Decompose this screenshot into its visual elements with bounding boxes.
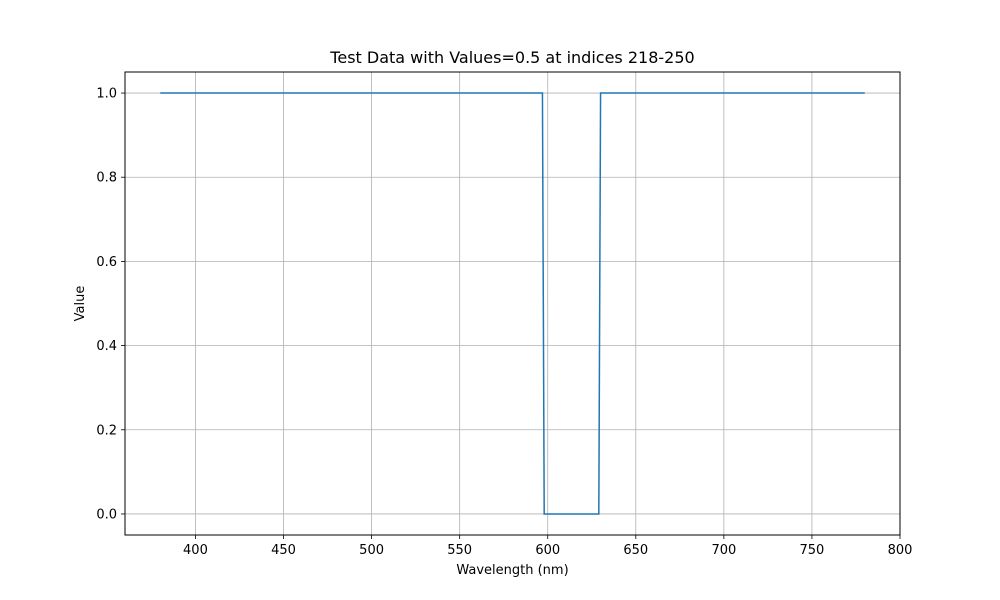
x-tick-label: 450 [271, 543, 296, 558]
x-axis-label: Wavelength (nm) [456, 563, 568, 578]
x-tick-label: 700 [711, 543, 736, 558]
x-tick-label: 550 [447, 543, 472, 558]
y-tick-label: 0.8 [96, 171, 117, 186]
x-tick-label: 650 [623, 543, 648, 558]
x-tick-label: 750 [800, 543, 825, 558]
x-tick-label: 500 [359, 543, 384, 558]
y-tick-label: 0.4 [96, 339, 117, 354]
y-tick-label: 0.6 [96, 255, 117, 270]
series-layer [160, 92, 865, 515]
y-tick-label: 0.2 [96, 423, 117, 438]
x-tick-label: 400 [183, 543, 208, 558]
x-tick-label: 600 [535, 543, 560, 558]
ticks: 400 450 500 550 600 650 700 750 800 0.0 0.2 0.4 0.6 0… [96, 87, 912, 558]
series-line [160, 92, 865, 515]
y-axis-label: Value [73, 286, 88, 322]
chart-title: Test Data with Values=0.5 at indices 218… [329, 48, 694, 67]
y-tick-label: 0.0 [96, 507, 117, 522]
grid [125, 72, 901, 535]
x-tick-label: 800 [888, 543, 913, 558]
plot-frame [124, 71, 901, 536]
y-tick-label: 1.0 [96, 87, 117, 102]
